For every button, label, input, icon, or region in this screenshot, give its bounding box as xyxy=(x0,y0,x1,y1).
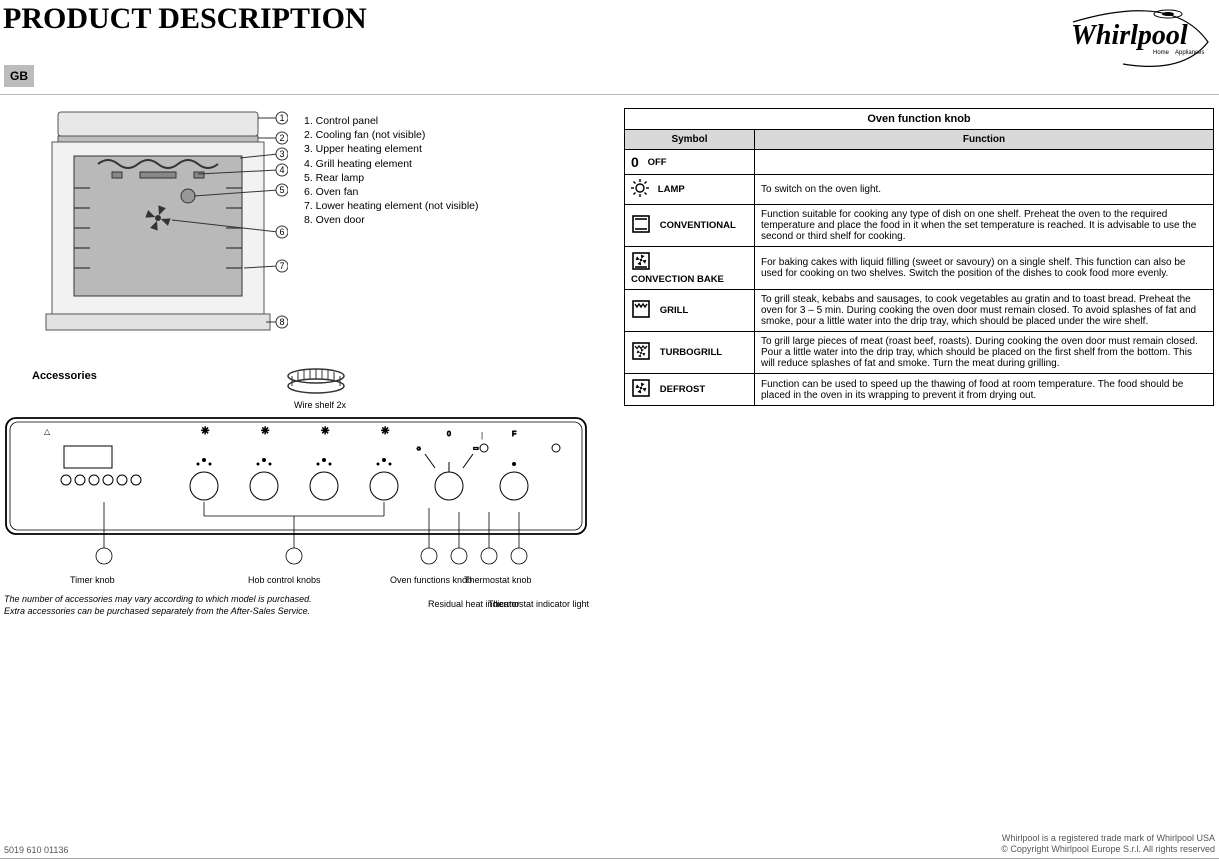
svg-text:✳: ✳ xyxy=(201,426,209,437)
symbol-label: CONVENTIONAL xyxy=(660,220,736,231)
symbol-cell: 0 OFF xyxy=(625,150,755,175)
desc-cell: Function can be used to speed up the tha… xyxy=(755,374,1214,406)
symbol-label: DEFROST xyxy=(660,384,705,395)
svg-text:Home: Home xyxy=(1153,50,1170,56)
legend-item: 5. Rear lamp xyxy=(304,171,479,185)
symbol-cell: CONVECTION BAKE xyxy=(625,247,755,290)
page-language-tag: GB xyxy=(4,65,34,87)
accessories-row: Accessories Wire shelf 2x xyxy=(4,350,614,410)
legend-item: 3. Upper heating element xyxy=(304,142,479,156)
legend-item: 8. Oven door xyxy=(304,213,479,227)
conventional-icon xyxy=(631,214,651,237)
legal-text: Whirlpool is a registered trade mark of … xyxy=(1001,833,1215,855)
legal-line: © Copyright Whirlpool Europe S.r.l. All … xyxy=(1001,844,1215,855)
svg-text:△: △ xyxy=(44,427,51,436)
content-area: 1 2 3 4 5 6 7 8 1. Control panel 2. Cool… xyxy=(0,100,1219,617)
symbol-label: TURBOGRILL xyxy=(660,347,722,358)
off-icon: 0 xyxy=(631,154,639,170)
table-title: Oven function knob xyxy=(624,108,1214,129)
symbol-label: CONVECTION BAKE xyxy=(631,274,724,285)
legend-item: 7. Lower heating element (not visible) xyxy=(304,199,479,213)
legend-item: 6. Oven fan xyxy=(304,185,479,199)
document-code: 5019 610 01136 xyxy=(4,845,68,855)
desc-cell: To grill steak, kebabs and sausages, to … xyxy=(755,290,1214,332)
svg-text:✳: ✳ xyxy=(321,426,329,437)
svg-text:✳: ✳ xyxy=(381,426,389,437)
turbogrill-icon xyxy=(631,341,651,364)
convection-bake-icon xyxy=(631,251,651,274)
svg-text:▭: ▭ xyxy=(473,446,479,452)
symbol-cell: DEFROST xyxy=(625,374,755,406)
svg-text:7: 7 xyxy=(279,261,284,271)
table-row: GRILL To grill steak, kebabs and sausage… xyxy=(625,290,1214,332)
legend-item: 2. Cooling fan (not visible) xyxy=(304,128,479,142)
grill-icon xyxy=(631,299,651,322)
svg-text:Whirlpool: Whirlpool xyxy=(1071,20,1188,51)
svg-text:3: 3 xyxy=(279,149,284,159)
oven-diagram: 1 2 3 4 5 6 7 8 xyxy=(28,108,288,338)
page-header: PRODUCT DESCRIPTION GB Whirlpool Home Ap… xyxy=(0,0,1219,95)
svg-text:✳: ✳ xyxy=(261,426,269,437)
table-row: 0 OFF xyxy=(625,150,1214,175)
symbol-label: LAMP xyxy=(658,184,685,195)
function-table: Oven function knob Symbol Function 0 OFF xyxy=(624,108,1214,406)
desc-cell: To switch on the oven light. xyxy=(755,175,1214,205)
legal-line: Whirlpool is a registered trade mark of … xyxy=(1001,833,1215,844)
table-header: Function xyxy=(755,130,1214,150)
symbol-label: GRILL xyxy=(660,305,689,316)
symbol-label: OFF xyxy=(648,157,667,168)
svg-text:|: | xyxy=(481,431,483,440)
panel-callout: Thermostat knob xyxy=(464,576,532,586)
symbol-cell: CONVENTIONAL xyxy=(625,205,755,247)
symbol-cell: GRILL xyxy=(625,290,755,332)
svg-text:5: 5 xyxy=(279,185,284,195)
symbol-cell: TURBOGRILL xyxy=(625,332,755,374)
brand-logo: Whirlpool Home Appliances xyxy=(1063,2,1213,72)
desc-cell: To grill large pieces of meat (roast bee… xyxy=(755,332,1214,374)
accessories-label: Accessories xyxy=(32,370,97,382)
svg-text:2: 2 xyxy=(279,133,284,143)
desc-cell: Function suitable for cooking any type o… xyxy=(755,205,1214,247)
table-row: CONVENTIONAL Function suitable for cooki… xyxy=(625,205,1214,247)
table-row: TURBOGRILL To grill large pieces of meat… xyxy=(625,332,1214,374)
svg-text:4: 4 xyxy=(279,165,284,175)
svg-text:1: 1 xyxy=(279,113,284,123)
svg-text:0: 0 xyxy=(447,431,451,438)
page-title: PRODUCT DESCRIPTION xyxy=(3,2,367,36)
page-footer: 5019 610 01136 Whirlpool is a registered… xyxy=(0,858,1219,859)
svg-text:8: 8 xyxy=(279,317,284,327)
wire-shelf-icon xyxy=(284,358,348,399)
oven-legend: 1. Control panel 2. Cooling fan (not vis… xyxy=(304,114,479,227)
table-row: DEFROST Function can be used to speed up… xyxy=(625,374,1214,406)
right-column: Oven function knob Symbol Function 0 OFF xyxy=(624,108,1214,617)
svg-text:F: F xyxy=(512,431,516,438)
lamp-icon xyxy=(631,179,649,200)
defrost-icon xyxy=(631,378,651,401)
panel-callout: Thermostat indicator light xyxy=(488,600,589,610)
accessories-caption: Wire shelf 2x xyxy=(294,400,346,410)
desc-cell: For baking cakes with liquid filling (sw… xyxy=(755,247,1214,290)
svg-text:☼: ☼ xyxy=(416,446,422,452)
table-header-row: Symbol Function xyxy=(625,130,1214,150)
desc-cell xyxy=(755,150,1214,175)
legend-item: 1. Control panel xyxy=(304,114,479,128)
legend-item: 4. Grill heating element xyxy=(304,157,479,171)
panel-callout: Oven functions knob xyxy=(390,576,472,586)
svg-text:6: 6 xyxy=(279,227,284,237)
table-row: LAMP To switch on the oven light. xyxy=(625,175,1214,205)
panel-callout: Hob control knobs xyxy=(248,576,321,586)
symbol-cell: LAMP xyxy=(625,175,755,205)
table-header: Symbol xyxy=(625,130,755,150)
control-panel-diagram: △ ✳ ✳ ✳ ✳ 0 ☼ ▭ | xyxy=(4,416,614,576)
left-column: 1 2 3 4 5 6 7 8 1. Control panel 2. Cool… xyxy=(4,108,614,617)
panel-callout: Timer knob xyxy=(70,576,115,586)
table-row: CONVECTION BAKE For baking cakes with li… xyxy=(625,247,1214,290)
